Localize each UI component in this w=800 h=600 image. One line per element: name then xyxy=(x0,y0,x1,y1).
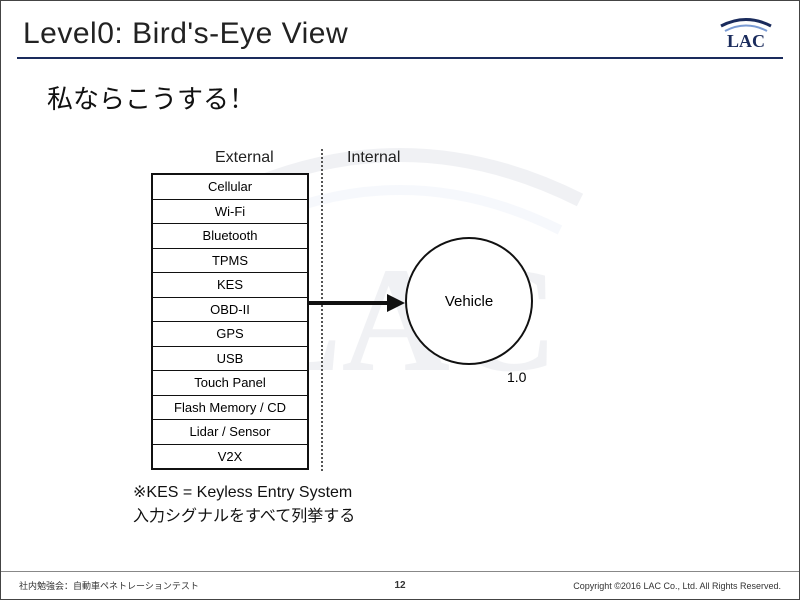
footnote-line1: ※KES = Keyless Entry System xyxy=(133,481,355,505)
lac-logo-icon: LAC xyxy=(715,15,777,51)
footer-left: 社内勉強会：自動車ペネトレーションテスト xyxy=(19,579,199,592)
logo-text: LAC xyxy=(727,31,765,51)
internal-column-label: Internal xyxy=(347,149,400,167)
vehicle-node: Vehicle xyxy=(405,237,533,365)
stack-item: Wi-Fi xyxy=(153,200,307,225)
stack-item: GPS xyxy=(153,322,307,347)
vehicle-node-label: Vehicle xyxy=(445,293,493,310)
stack-item: Flash Memory / CD xyxy=(153,396,307,421)
stack-item: OBD-II xyxy=(153,298,307,323)
arrow-icon xyxy=(309,291,405,315)
footnote: ※KES = Keyless Entry System 入力シグナルをすべて列挙… xyxy=(133,481,355,529)
stack-item: Lidar / Sensor xyxy=(153,420,307,445)
title-bar: Level0: Bird's-Eye View LAC xyxy=(23,15,777,51)
external-column-label: External xyxy=(215,149,274,167)
stack-item: KES xyxy=(153,273,307,298)
footer: 社内勉強会：自動車ペネトレーションテスト 12 Copyright ©2016 … xyxy=(1,571,799,599)
external-stack: Cellular Wi-Fi Bluetooth TPMS KES OBD-II… xyxy=(151,173,309,470)
stack-item: Bluetooth xyxy=(153,224,307,249)
title-underline xyxy=(17,57,783,59)
stack-item: Touch Panel xyxy=(153,371,307,396)
footnote-line2: 入力シグナルをすべて列挙する xyxy=(133,505,355,529)
footer-copyright: Copyright ©2016 LAC Co., Ltd. All Rights… xyxy=(573,581,781,591)
subtitle: 私ならこうする！ xyxy=(47,79,255,116)
vehicle-node-version: 1.0 xyxy=(507,369,526,385)
stack-item: TPMS xyxy=(153,249,307,274)
stack-item: V2X xyxy=(153,445,307,469)
slide-title: Level0: Bird's-Eye View xyxy=(23,17,348,51)
page-number: 12 xyxy=(394,580,405,591)
stack-item: Cellular xyxy=(153,175,307,200)
slide: LAC Level0: Bird's-Eye View LAC 私ならこうする！… xyxy=(0,0,800,600)
stack-item: USB xyxy=(153,347,307,372)
